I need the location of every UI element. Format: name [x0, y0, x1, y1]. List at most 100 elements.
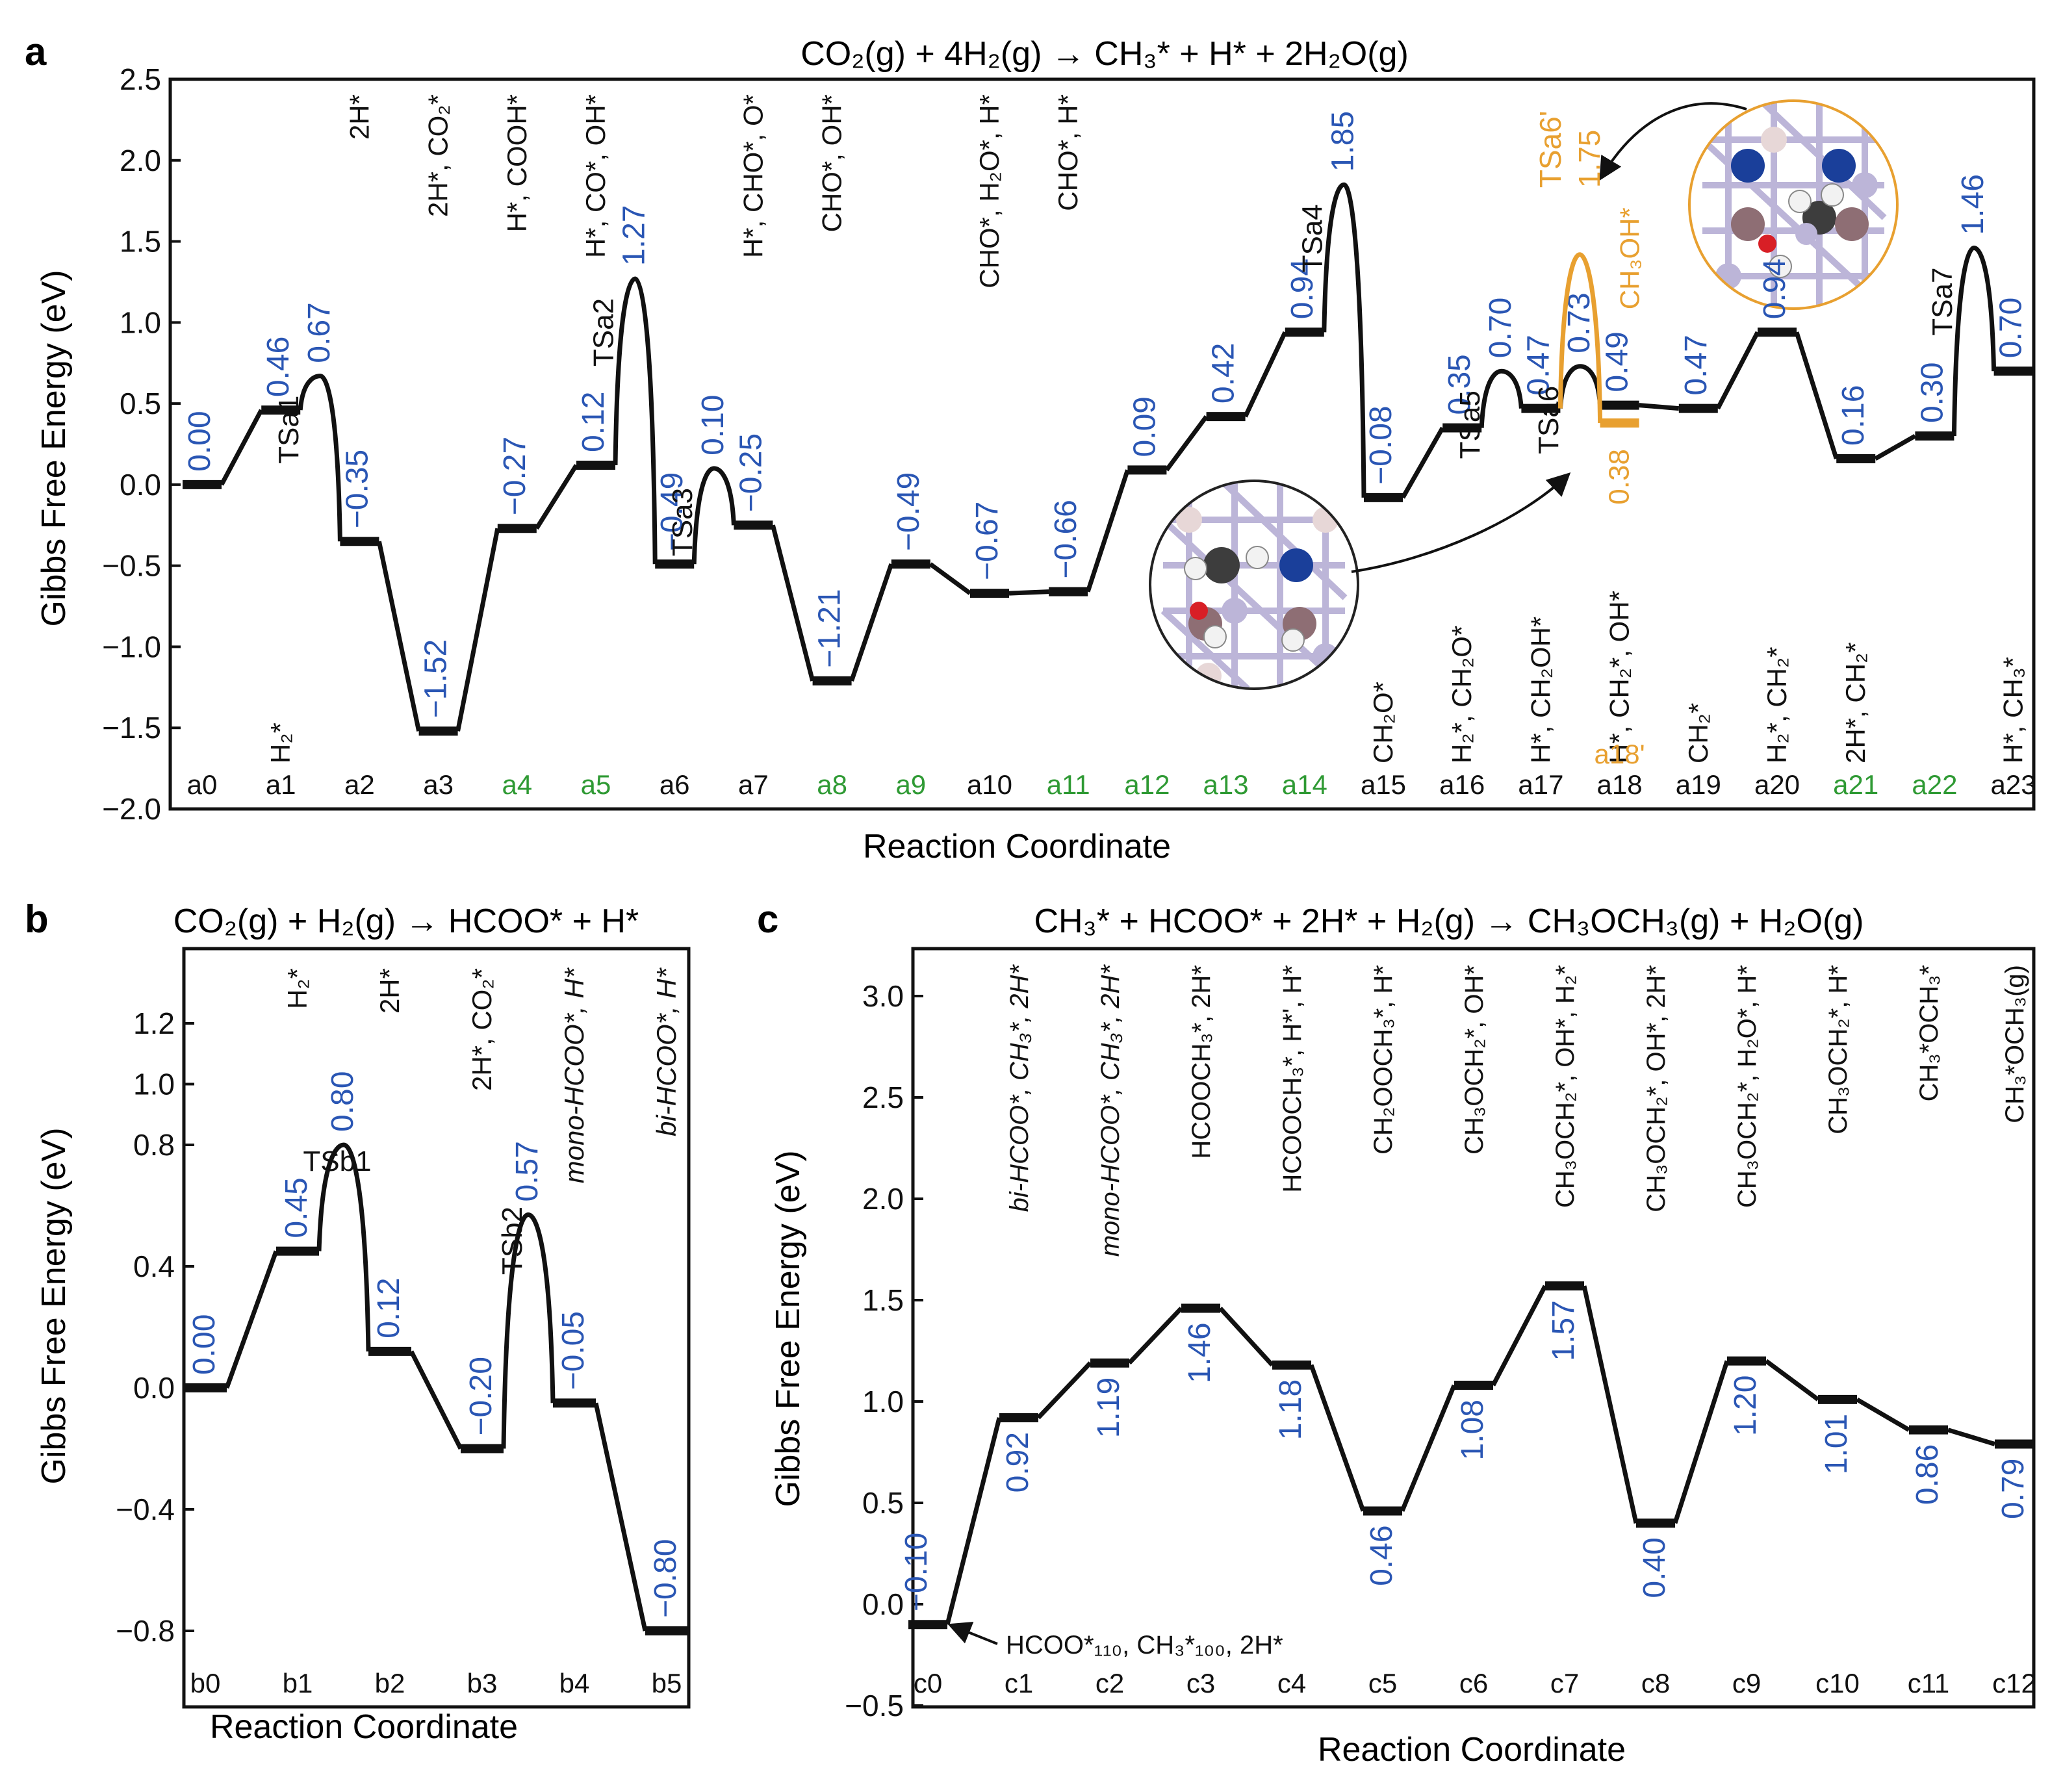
- panel-a-title: CO₂(g) + 4H₂(g) → CH₃* + H* + 2H₂O(g): [801, 35, 1409, 73]
- energy-value-b2: 0.12: [372, 1277, 406, 1338]
- species-a17: H*, CH₂OH*: [1525, 617, 1556, 763]
- energy-value-a10: −0.67: [970, 502, 1005, 580]
- species-a3: 2H*, CO₂*: [423, 94, 454, 217]
- panel-b-frame: [182, 947, 691, 1709]
- species-c5: CH₂OOCH₃*, H*: [1369, 965, 1398, 1155]
- ts-label-TSa1: TSa1: [273, 396, 305, 464]
- panel-b-ytick-label: 1.0: [133, 1068, 175, 1101]
- panel-a-connector: [1874, 433, 1917, 461]
- panel-a-connector: [534, 464, 578, 530]
- ts-value-TSa3: 0.10: [696, 395, 730, 455]
- state-label-b2: b2: [375, 1668, 405, 1698]
- energy-value-a5: 0.12: [576, 392, 611, 452]
- panel-b-ytick-label: −0.8: [116, 1614, 175, 1648]
- state-label-a2: a2: [344, 769, 375, 800]
- state-label-b5: b5: [652, 1668, 682, 1698]
- species-c3: HCOOCH₃*, 2H*: [1187, 965, 1216, 1159]
- panel-b-ytick-label: 0.8: [133, 1128, 175, 1162]
- state-label-a4: a4: [502, 769, 532, 800]
- state-label-a6: a6: [660, 769, 690, 800]
- path-TSa2: [613, 276, 658, 565]
- state-label-a17: a17: [1518, 769, 1563, 800]
- energy-value-c9: 1.20: [1728, 1376, 1763, 1436]
- panel-c-connector: [1582, 1285, 1639, 1524]
- energy-value-a21: 0.16: [1836, 385, 1871, 446]
- path-TSa6: [1557, 364, 1603, 409]
- energy-value-c12: 0.79: [1996, 1459, 2031, 1519]
- panel-b-ytick-label: 1.2: [133, 1006, 175, 1040]
- species-c2: mono-HCOO*, CH₃*, 2H*: [1096, 964, 1125, 1257]
- panel-c-frame: [911, 947, 2036, 1709]
- energy-value-a19: 0.47: [1679, 335, 1713, 395]
- species-a18-prime: CH₃OH*: [1615, 207, 1645, 309]
- panel-c-connector: [1764, 1359, 1820, 1402]
- panel-c-connector: [945, 1417, 1002, 1626]
- path-TSa5: [1479, 368, 1524, 428]
- panel-a-ytick-label: 2.5: [120, 62, 161, 96]
- ts-label-TSb2: TSb2: [496, 1207, 528, 1275]
- panel-a-connector: [455, 528, 500, 732]
- energy-value-a13: 0.42: [1207, 343, 1241, 403]
- energy-value-a15: −0.08: [1364, 405, 1398, 484]
- state-label-b0: b0: [190, 1668, 221, 1698]
- panel-c-ytick-label: 2.0: [862, 1182, 904, 1216]
- panel-a-connector: [1400, 426, 1445, 499]
- state-label-c7: c7: [1550, 1668, 1579, 1698]
- energy-value-c2: 1.19: [1092, 1377, 1126, 1438]
- state-label-a1: a1: [266, 769, 296, 800]
- inset-arrow-right: [1599, 102, 1747, 181]
- panel-c-ytick-label: 1.0: [862, 1385, 904, 1418]
- energy-value-c8: 0.40: [1637, 1537, 1672, 1598]
- panel-letter-c: c: [757, 897, 778, 941]
- panel-a-connector: [376, 541, 422, 732]
- state-label-a10: a10: [967, 769, 1012, 800]
- panel-a-ytick-label: 0.5: [120, 387, 161, 420]
- state-label-b3: b3: [467, 1668, 498, 1698]
- species-b3: 2H*, CO₂*: [467, 968, 497, 1091]
- panel-b-ytick-label: 0.0: [133, 1371, 175, 1405]
- state-label-a14: a14: [1282, 769, 1327, 800]
- panel-a-connector: [929, 562, 972, 595]
- state-label-c12: c12: [1992, 1668, 2036, 1698]
- panel-a-connector: [849, 563, 894, 682]
- panel-c-ytick-label: 3.0: [862, 979, 904, 1013]
- molecule-inset-right: [1688, 99, 1899, 310]
- panel-a-frame: [168, 77, 2036, 811]
- state-label-c10: c10: [1815, 1668, 1860, 1698]
- energy-value-a3: −1.52: [419, 639, 454, 718]
- state-label-a9: a9: [895, 769, 926, 800]
- panel-a-connector: [771, 524, 815, 682]
- start-annotation: HCOO*₁₁₀, CH₃*₁₀₀, 2H*: [1006, 1631, 1283, 1659]
- state-label-a23: a23: [1991, 769, 2036, 800]
- energy-value-a2: −0.35: [340, 450, 374, 528]
- energy-value-c3: 1.46: [1183, 1322, 1217, 1383]
- energy-value-c5: 0.46: [1365, 1525, 1399, 1585]
- ts-value-TSa7: 1.46: [1956, 174, 1990, 235]
- path-TSb1: [316, 1142, 371, 1351]
- panel-c-ytick-label: 0.0: [862, 1587, 904, 1621]
- energy-value-a22: 0.30: [1915, 363, 1949, 423]
- panel-a-plot: 2.5 2.0 1.5 1.0 0.5 0.0 −0.5 −1.0 −1.5 −2.0 a0 0.00…: [102, 62, 2036, 826]
- state-label-b4: b4: [559, 1668, 590, 1698]
- energy-value-c4: 1.18: [1274, 1379, 1308, 1440]
- ts-label-TSa7: TSa7: [1927, 268, 1958, 336]
- path-TSb2: [501, 1212, 556, 1449]
- energy-value-a18-prime: 0.38: [1604, 449, 1635, 505]
- energy-value-a12: 0.09: [1127, 396, 1162, 457]
- state-label-a22: a22: [1912, 769, 1957, 800]
- panel-a-connector: [1008, 589, 1049, 596]
- state-label-c9: c9: [1732, 1668, 1761, 1698]
- panel-c-connector: [1947, 1427, 1996, 1446]
- path-TSa7: [1951, 246, 1997, 437]
- ts-label-TSa3: TSa3: [667, 488, 698, 556]
- panel-a-ytick-label: 2.0: [120, 144, 161, 177]
- state-label-a18: a18: [1597, 769, 1643, 800]
- state-label-c3: c3: [1186, 1668, 1215, 1698]
- species-b1: H₂*: [282, 968, 313, 1009]
- panel-c-connector: [1127, 1307, 1183, 1365]
- ts-value-TSa1: 0.67: [302, 302, 337, 363]
- energy-value-a4: −0.27: [498, 437, 532, 515]
- species-a16: H₂*, CH₂O*: [1446, 626, 1477, 763]
- species-c1: bi-HCOO*, CH₃*, 2H*: [1005, 964, 1034, 1212]
